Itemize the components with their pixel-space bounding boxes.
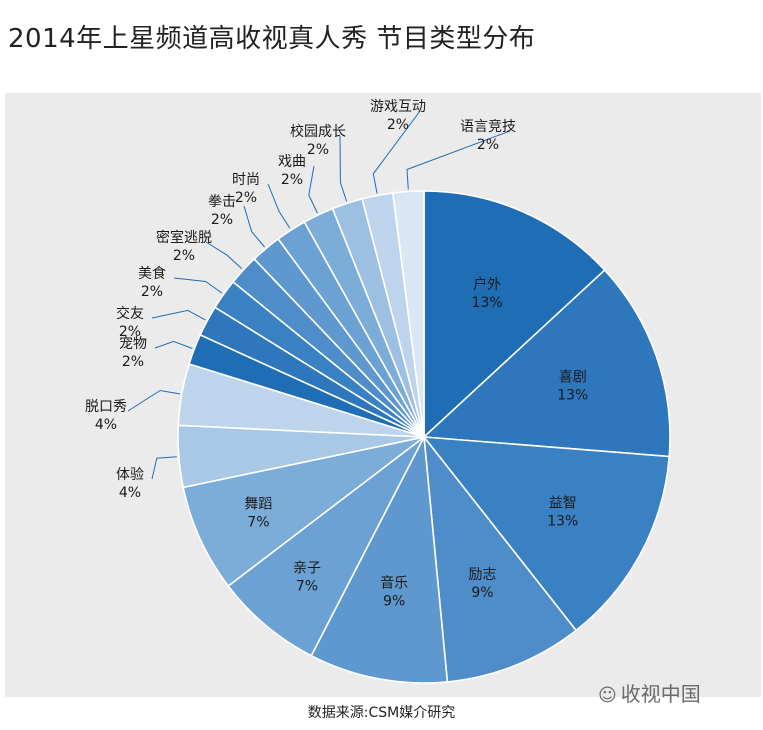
watermark-text: 收视中国 — [620, 682, 701, 706]
slice-value: 4% — [95, 417, 117, 433]
chart-title: 2014年上星频道高收视真人秀 节目类型分布 — [8, 24, 536, 54]
slice-value: 2% — [387, 117, 409, 133]
slice-value: 4% — [119, 485, 141, 501]
leader-line-校园成长 — [339, 135, 348, 202]
slice-value: 2% — [211, 212, 233, 228]
slice-label: 游戏互动 — [370, 99, 426, 115]
leader-line-时尚 — [267, 183, 291, 229]
wechat-icon: ☺ — [598, 685, 617, 706]
slice-value: 7% — [296, 579, 318, 595]
slice-value: 13% — [547, 513, 578, 529]
data-source: 数据来源:CSM媒介研究 — [307, 705, 456, 721]
pie-slice-益智 — [422, 436, 671, 632]
leader-line-交友 — [151, 309, 206, 321]
slice-label: 校园成长 — [290, 123, 346, 140]
leader-line-体验 — [151, 456, 177, 480]
slice-label: 户外 — [473, 276, 501, 293]
slice-value: 2% — [477, 137, 499, 153]
pie-slice-户外 — [423, 190, 606, 439]
slice-label: 时尚 — [232, 172, 260, 188]
slice-label: 脱口秀 — [85, 399, 127, 415]
slice-label: 益智 — [549, 495, 577, 511]
leader-line-脱口秀 — [127, 389, 180, 412]
slice-value: 2% — [307, 142, 329, 158]
slice-label: 拳击 — [208, 194, 236, 210]
slice-value: 13% — [472, 295, 503, 311]
watermark: ☺ 收视中国 — [598, 678, 701, 707]
slice-label: 宠物 — [119, 336, 147, 352]
slice-value: 2% — [235, 190, 257, 206]
slice-label: 语言竞技 — [460, 118, 516, 135]
leader-line-密室逃脱 — [205, 241, 243, 270]
slice-value: 2% — [173, 248, 195, 264]
leader-line-戏曲 — [308, 165, 318, 214]
pie-slice-语言竞技 — [391, 190, 425, 438]
slice-value: 2% — [122, 354, 144, 370]
slice-label: 密室逃脱 — [156, 229, 212, 246]
slice-label: 交友 — [116, 305, 144, 322]
leader-line-美食 — [173, 277, 223, 294]
pie-slice-音乐 — [310, 434, 449, 684]
slice-label: 喜剧 — [559, 370, 587, 386]
pie-slice-亲子 — [227, 436, 425, 657]
slice-label: 音乐 — [380, 575, 408, 592]
leader-line-宠物 — [154, 340, 193, 349]
pie-slice-励志 — [422, 434, 578, 683]
slice-value: 7% — [247, 515, 269, 531]
slice-label: 舞蹈 — [244, 497, 272, 513]
slice-label: 体验 — [116, 467, 144, 483]
leader-line-游戏互动 — [372, 110, 421, 194]
slice-label: 励志 — [469, 567, 497, 583]
slice-value: 2% — [119, 324, 141, 340]
pie-slice-舞蹈 — [182, 436, 425, 588]
leader-line-语言竞技 — [406, 130, 511, 190]
slice-label: 戏曲 — [278, 154, 306, 170]
pie-slice-喜剧 — [422, 268, 671, 458]
slice-label: 亲子 — [293, 561, 321, 577]
slice-value: 9% — [383, 594, 405, 610]
slice-value: 2% — [281, 172, 303, 188]
slice-label: 美食 — [138, 265, 166, 282]
slice-value: 2% — [141, 284, 163, 300]
slice-value: 13% — [557, 388, 588, 404]
leader-line-拳击 — [243, 205, 265, 248]
slice-value: 9% — [471, 585, 493, 601]
